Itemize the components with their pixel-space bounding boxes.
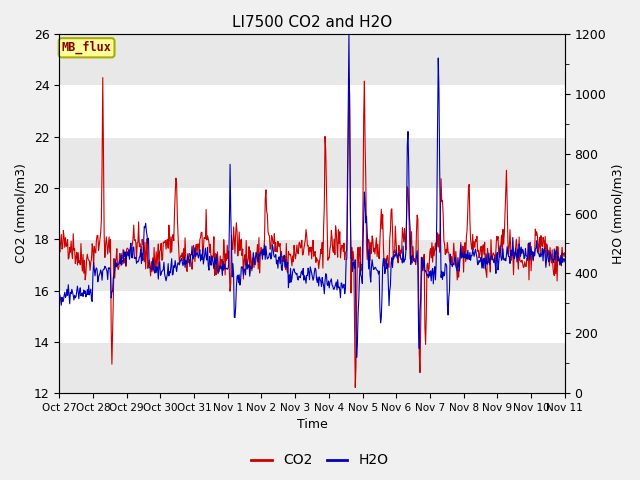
Bar	[59, 34, 565, 85]
Bar	[59, 137, 565, 188]
Legend: CO2, H2O: CO2, H2O	[246, 448, 394, 473]
Bar	[59, 85, 565, 137]
Bar	[59, 290, 565, 342]
Bar	[59, 239, 565, 290]
Y-axis label: CO2 (mmol/m3): CO2 (mmol/m3)	[15, 164, 28, 264]
Y-axis label: H2O (mmol/m3): H2O (mmol/m3)	[612, 163, 625, 264]
X-axis label: Time: Time	[296, 419, 328, 432]
Bar	[59, 188, 565, 239]
Bar	[59, 342, 565, 393]
Title: LI7500 CO2 and H2O: LI7500 CO2 and H2O	[232, 15, 392, 30]
Text: MB_flux: MB_flux	[61, 41, 111, 54]
